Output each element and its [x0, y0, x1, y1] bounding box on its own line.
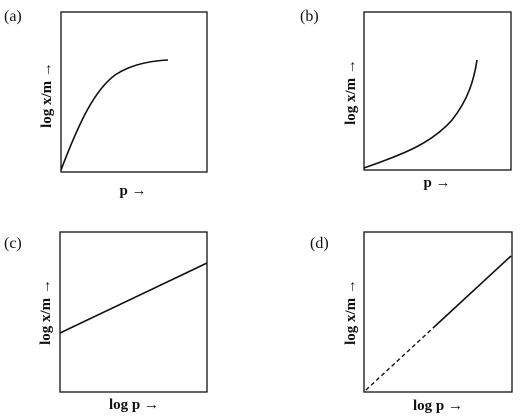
panel-a: (a) log x/m → p →: [4, 8, 208, 199]
panel-b-label: (b): [300, 8, 319, 25]
panel-c-xlabel: log p →: [109, 397, 159, 413]
panel-a-frame: [60, 11, 208, 173]
panel-a-curve: [60, 59, 169, 171]
panel-c-frame: [59, 231, 208, 393]
panel-c-line: [59, 262, 208, 334]
panel-b-curve: [363, 59, 478, 169]
panel-d-label: (d): [310, 235, 329, 252]
panel-d-ylabel: log x/m →: [343, 279, 359, 345]
panel-c-ylabel: log x/m →: [38, 279, 54, 345]
panel-b-ylabel: log x/m →: [343, 59, 359, 125]
panel-a-xlabel: p →: [119, 183, 146, 199]
panel-d-frame: [363, 231, 513, 393]
panel-a-ylabel: log x/m →: [39, 62, 55, 128]
panel-c-label: (c): [4, 235, 22, 252]
panel-b: (b) log x/m → p →: [300, 8, 512, 191]
panel-d-line: [432, 255, 512, 329]
panel-b-frame: [363, 11, 512, 171]
panel-b-xlabel: p →: [423, 175, 450, 191]
panel-d-xlabel: log p →: [413, 398, 463, 414]
panel-c: (c) log x/m → log p →: [4, 231, 208, 413]
panel-d: (d) log x/m → log p →: [310, 231, 513, 414]
panel-a-label: (a): [4, 8, 22, 25]
panel-d-extrapolation-line: [365, 327, 434, 391]
